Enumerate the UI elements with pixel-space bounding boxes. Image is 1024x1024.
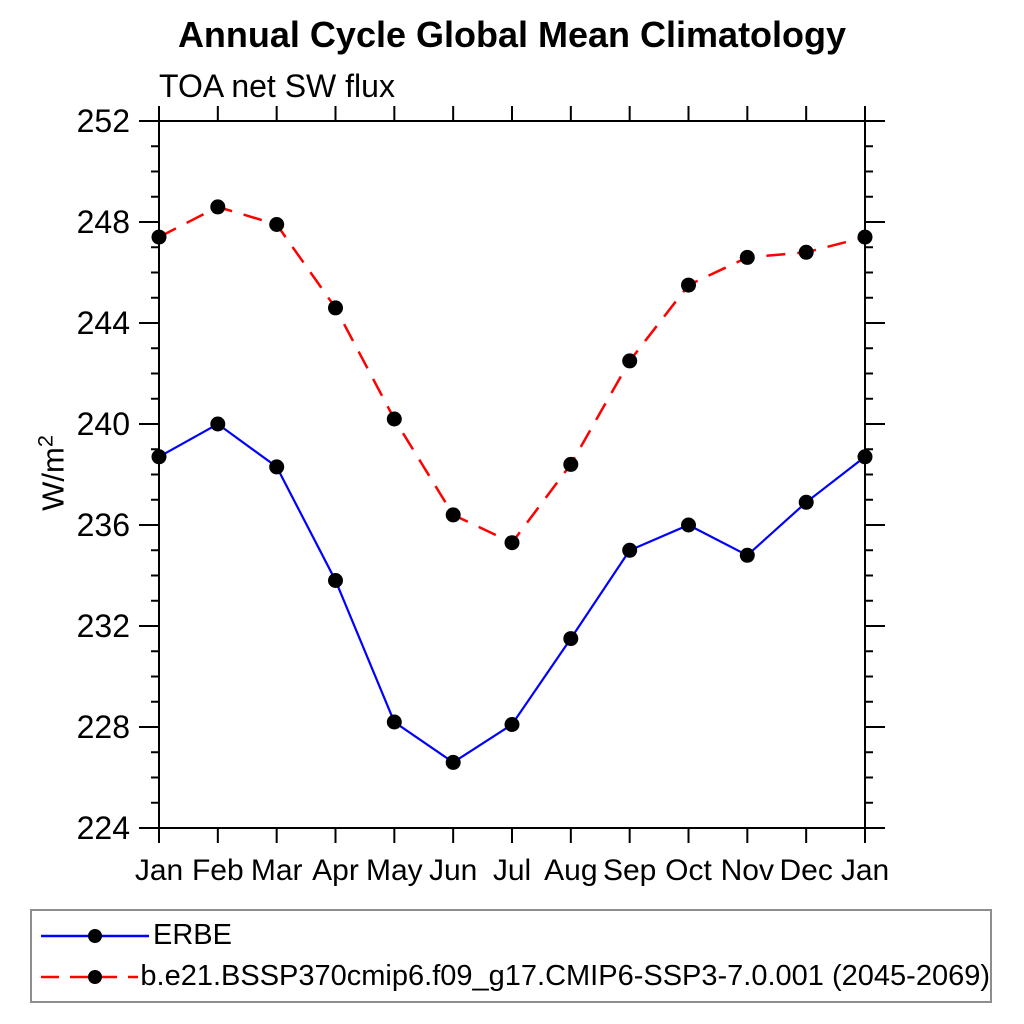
series-marker bbox=[798, 244, 814, 260]
series-marker bbox=[622, 542, 638, 558]
series-marker bbox=[739, 547, 755, 563]
series-line-0 bbox=[158, 422, 866, 764]
series-marker bbox=[386, 411, 402, 427]
series-marker bbox=[857, 229, 873, 245]
series-marker bbox=[151, 229, 167, 245]
x-tick-label: Apr bbox=[312, 854, 359, 887]
series-marker bbox=[328, 300, 343, 316]
series-marker bbox=[739, 249, 755, 265]
legend-marker-icon bbox=[88, 928, 102, 943]
y-tick-label: 236 bbox=[77, 507, 130, 543]
series-line-1 bbox=[158, 205, 866, 545]
y-tick-label: 240 bbox=[77, 406, 130, 442]
series-marker bbox=[504, 717, 520, 732]
series-marker bbox=[504, 535, 520, 551]
legend-label-erbe: ERBE bbox=[153, 919, 232, 951]
legend-box: ERBE b.e21.BSSP370cmip6.f09_g17.CMIP6-SS… bbox=[30, 909, 992, 1003]
series-marker bbox=[857, 449, 873, 465]
y-tick-label: 248 bbox=[77, 204, 130, 240]
y-tick-label: 224 bbox=[77, 810, 130, 846]
x-tick-label: Jan bbox=[135, 854, 183, 887]
chart-title: Annual Cycle Global Mean Climatology bbox=[177, 14, 847, 55]
legend-marker-icon bbox=[88, 969, 102, 984]
series-marker bbox=[328, 573, 343, 588]
series-marker bbox=[269, 217, 285, 232]
series-marker bbox=[563, 631, 579, 647]
chart-canvas: Jan Feb Mar Apr May Jun Jul Aug Sep Oct Nov Dec Jan2… bbox=[77, 103, 890, 887]
x-tick-label: Oct bbox=[665, 854, 712, 887]
x-tick-label: Nov bbox=[721, 854, 774, 887]
x-tick-label: Jun bbox=[429, 854, 477, 887]
series-marker bbox=[798, 494, 814, 510]
x-tick-label: Feb bbox=[192, 854, 244, 887]
y-tick-label: 228 bbox=[77, 709, 130, 745]
y-tick-label: 252 bbox=[77, 103, 130, 139]
series-marker bbox=[210, 199, 226, 215]
legend-item-model: b.e21.BSSP370cmip6.f09_g17.CMIP6-SSP3-7.… bbox=[39, 960, 990, 993]
series-marker bbox=[681, 517, 696, 533]
series-marker bbox=[622, 353, 638, 369]
series-marker bbox=[386, 714, 402, 730]
legend-item-erbe: ERBE bbox=[39, 919, 990, 952]
series-marker bbox=[445, 754, 461, 770]
x-tick-label: Jul bbox=[493, 854, 531, 887]
series-marker bbox=[269, 459, 285, 475]
chart-subtitle: TOA net SW flux bbox=[159, 68, 395, 104]
x-tick-label: Sep bbox=[603, 854, 656, 887]
x-tick-label: May bbox=[366, 854, 423, 887]
x-tick-label: Jan bbox=[841, 854, 889, 887]
series-marker bbox=[681, 277, 696, 293]
x-tick-label: Aug bbox=[544, 854, 597, 887]
series-marker bbox=[210, 416, 226, 432]
series-marker bbox=[445, 507, 461, 523]
series-marker bbox=[563, 456, 579, 472]
legend-label-model: b.e21.BSSP370cmip6.f09_g17.CMIP6-SSP3-7.… bbox=[140, 960, 990, 992]
y-tick-label: 244 bbox=[77, 305, 130, 341]
legend-line-sample-solid bbox=[41, 928, 149, 943]
x-tick-label: Dec bbox=[779, 854, 832, 887]
series-marker bbox=[151, 449, 167, 465]
y-tick-label: 232 bbox=[77, 608, 130, 644]
legend-line-sample-dashed bbox=[41, 969, 139, 984]
x-tick-label: Mar bbox=[251, 854, 303, 887]
